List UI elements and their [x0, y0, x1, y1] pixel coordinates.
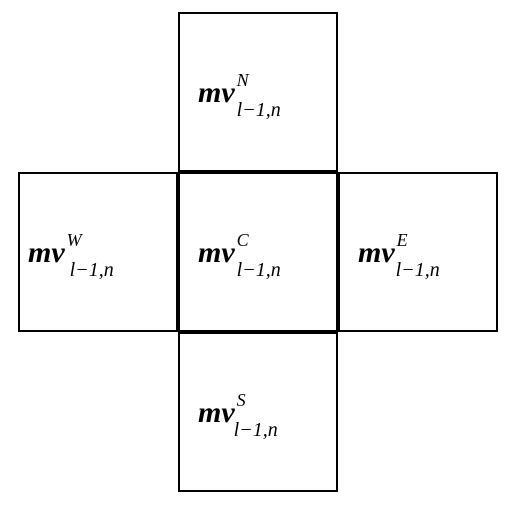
- cell-west: mvWl−1,n: [18, 172, 178, 332]
- superscript-west: W: [67, 230, 82, 250]
- superscript-north: N: [237, 70, 249, 90]
- subscript-south: l−1,n: [234, 419, 278, 441]
- mv-symbol: mv: [358, 236, 395, 269]
- cell-north: mvNl−1,n: [178, 12, 338, 172]
- mv-symbol: mv: [198, 76, 235, 109]
- mv-symbol: mv: [198, 236, 235, 269]
- mv-symbol: mv: [28, 236, 65, 269]
- subscript-east: l−1,n: [396, 259, 440, 281]
- cell-east: mvEl−1,n: [338, 172, 498, 332]
- subscript-north: l−1,n: [237, 99, 281, 121]
- subscript-center: l−1,n: [237, 259, 281, 281]
- subscript-west: l−1,n: [70, 259, 114, 281]
- superscript-south: S: [237, 390, 246, 410]
- superscript-east: E: [397, 230, 408, 250]
- mv-symbol: mv: [198, 396, 235, 429]
- superscript-center: C: [237, 230, 249, 250]
- cell-center: mvCl−1,n: [178, 172, 338, 332]
- cell-south: mvSl−1,n: [178, 332, 338, 492]
